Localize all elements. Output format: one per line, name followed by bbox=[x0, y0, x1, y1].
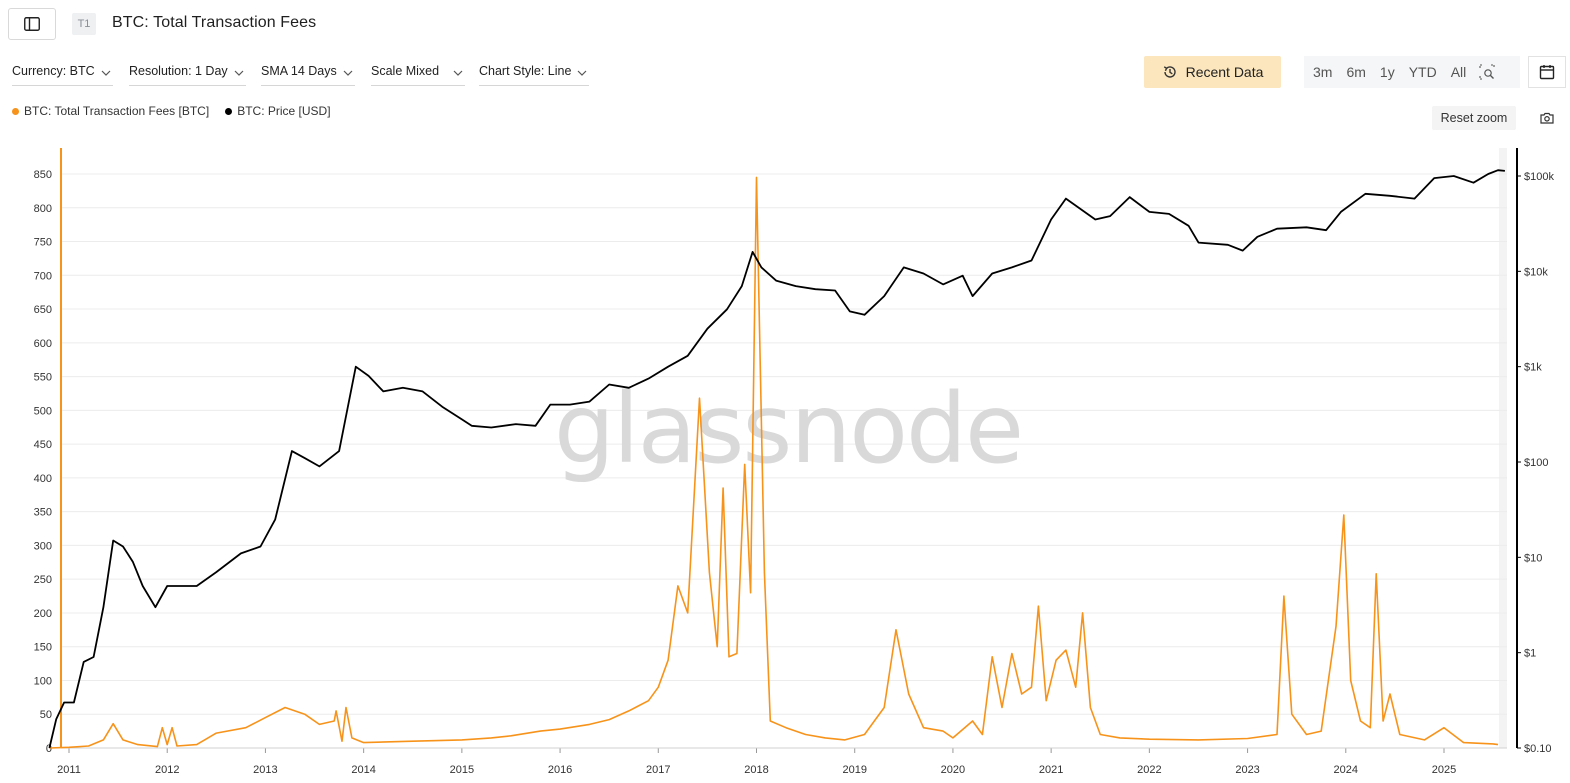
camera-icon bbox=[1540, 112, 1554, 124]
sidebar-toggle-button[interactable] bbox=[8, 8, 56, 40]
x-tick-label: 2016 bbox=[548, 764, 572, 776]
tier-badge: T1 bbox=[72, 13, 96, 35]
x-tick-label: 2024 bbox=[1334, 764, 1358, 776]
page-title: BTC: Total Transaction Fees bbox=[112, 14, 317, 31]
x-tick-label: 2014 bbox=[351, 764, 375, 776]
resolution-label: Resolution: 1 Day bbox=[129, 64, 228, 78]
left-tick-label: 150 bbox=[34, 642, 52, 654]
left-tick-label: 400 bbox=[34, 473, 52, 485]
chevron-down-icon bbox=[577, 70, 587, 76]
currency-dropdown[interactable]: Currency: BTC bbox=[12, 64, 113, 86]
right-tick-label: $10 bbox=[1524, 552, 1542, 564]
price-series-line[interactable] bbox=[48, 169, 1505, 749]
left-tick-label: 100 bbox=[34, 675, 52, 687]
sma-label: SMA 14 Days bbox=[261, 64, 337, 78]
legend-marker-price bbox=[225, 107, 233, 115]
sidebar-icon bbox=[24, 17, 40, 31]
x-tick-label: 2019 bbox=[842, 764, 866, 776]
resolution-dropdown[interactable]: Resolution: 1 Day bbox=[129, 64, 246, 86]
chart-style-label: Chart Style: Line bbox=[479, 64, 572, 78]
chart-legend: BTC: Total Transaction Fees [BTC] BTC: P… bbox=[12, 104, 331, 118]
x-tick-label: 2025 bbox=[1432, 764, 1456, 776]
series-layer bbox=[48, 169, 1505, 749]
reset-zoom-button[interactable]: Reset zoom bbox=[1432, 106, 1516, 130]
x-tick-label: 2015 bbox=[450, 764, 474, 776]
range-6m-button[interactable]: 6m bbox=[1346, 64, 1366, 80]
left-tick-label: 800 bbox=[34, 203, 52, 215]
x-tick-label: 2022 bbox=[1137, 764, 1161, 776]
left-tick-label: 700 bbox=[34, 270, 52, 282]
right-tick-label: $1 bbox=[1524, 648, 1536, 660]
x-tick-label: 2021 bbox=[1039, 764, 1063, 776]
right-tick-label: $100k bbox=[1524, 171, 1554, 183]
chart-controls: Currency: BTC Resolution: 1 Day SMA 14 D… bbox=[0, 56, 1570, 90]
x-tick-label: 2020 bbox=[941, 764, 965, 776]
top-bar: T1 BTC: Total Transaction Fees bbox=[0, 0, 1570, 48]
left-tick-label: 550 bbox=[34, 372, 52, 384]
left-tick-label: 200 bbox=[34, 608, 52, 620]
fees-series-line[interactable] bbox=[49, 176, 1499, 749]
chevron-down-icon bbox=[234, 70, 244, 76]
watermark-text: glassnode bbox=[554, 373, 1022, 485]
chart-style-dropdown[interactable]: Chart Style: Line bbox=[479, 64, 590, 86]
x-tick-label: 2017 bbox=[646, 764, 670, 776]
zoom-select-button[interactable] bbox=[1473, 56, 1501, 88]
zoom-select-icon bbox=[1479, 64, 1495, 80]
recent-data-label: Recent Data bbox=[1185, 64, 1264, 80]
sma-dropdown[interactable]: SMA 14 Days bbox=[261, 64, 355, 86]
calendar-icon bbox=[1539, 65, 1555, 80]
right-tick-label: $0.10 bbox=[1524, 743, 1552, 755]
legend-marker-fees bbox=[12, 107, 19, 115]
left-y-axis: 0 50 100 150 200 250 300 350 400 450 500 550 600 650 7… bbox=[34, 148, 62, 755]
legend-item-price[interactable]: BTC: Price [USD] bbox=[225, 104, 331, 118]
right-y-axis: $0.10 $1 $10 $100 $1k $10k $100k bbox=[1516, 148, 1554, 755]
x-tick-label: 2011 bbox=[57, 764, 81, 776]
plot-edge-band bbox=[1499, 148, 1507, 748]
recent-data-button[interactable]: Recent Data bbox=[1144, 56, 1281, 88]
left-tick-label: 650 bbox=[34, 304, 52, 316]
x-tick-label: 2023 bbox=[1235, 764, 1259, 776]
left-tick-label: 350 bbox=[34, 507, 52, 519]
calendar-button[interactable] bbox=[1528, 56, 1566, 88]
chevron-down-icon bbox=[453, 70, 463, 76]
left-tick-label: 50 bbox=[40, 709, 52, 721]
screenshot-button[interactable] bbox=[1536, 108, 1558, 128]
scale-dropdown[interactable]: Scale Mixed bbox=[371, 64, 466, 86]
legend-label-fees: BTC: Total Transaction Fees [BTC] bbox=[24, 104, 210, 118]
right-tick-label: $100 bbox=[1524, 457, 1548, 469]
legend-label-price: BTC: Price [USD] bbox=[237, 104, 331, 118]
x-tick-label: 2018 bbox=[744, 764, 768, 776]
history-icon bbox=[1163, 66, 1176, 78]
right-tick-label: $1k bbox=[1524, 362, 1542, 374]
chevron-down-icon bbox=[101, 70, 111, 76]
left-tick-label: 450 bbox=[34, 439, 52, 451]
left-tick-label: 600 bbox=[34, 338, 52, 350]
range-3m-button[interactable]: 3m bbox=[1313, 64, 1333, 80]
chevron-down-icon bbox=[343, 70, 353, 76]
chart-area[interactable]: glassnode 0 50 100 150 200 250 300 350 400 450 500… bbox=[0, 140, 1570, 783]
x-tick-label: 2012 bbox=[155, 764, 179, 776]
range-ytd-button[interactable]: YTD bbox=[1408, 64, 1437, 80]
left-tick-label: 750 bbox=[34, 237, 52, 249]
legend-item-fees[interactable]: BTC: Total Transaction Fees [BTC] bbox=[12, 104, 209, 118]
currency-label: Currency: BTC bbox=[12, 64, 95, 78]
left-tick-label: 300 bbox=[34, 540, 52, 552]
x-axis: 2011 2012 2013 2014 2015 2016 2017 2018 2019 2020… bbox=[57, 747, 1507, 776]
left-tick-label: 500 bbox=[34, 405, 52, 417]
left-tick-label: 850 bbox=[34, 169, 52, 181]
range-all-button[interactable]: All bbox=[1450, 64, 1467, 80]
x-tick-label: 2013 bbox=[253, 764, 277, 776]
left-tick-label: 0 bbox=[46, 743, 52, 755]
scale-label: Scale Mixed bbox=[371, 64, 440, 78]
right-tick-label: $10k bbox=[1524, 266, 1548, 278]
time-range-group: 3m 6m 1y YTD All bbox=[1304, 56, 1520, 88]
range-1y-button[interactable]: 1y bbox=[1379, 64, 1395, 80]
left-tick-label: 250 bbox=[34, 574, 52, 586]
